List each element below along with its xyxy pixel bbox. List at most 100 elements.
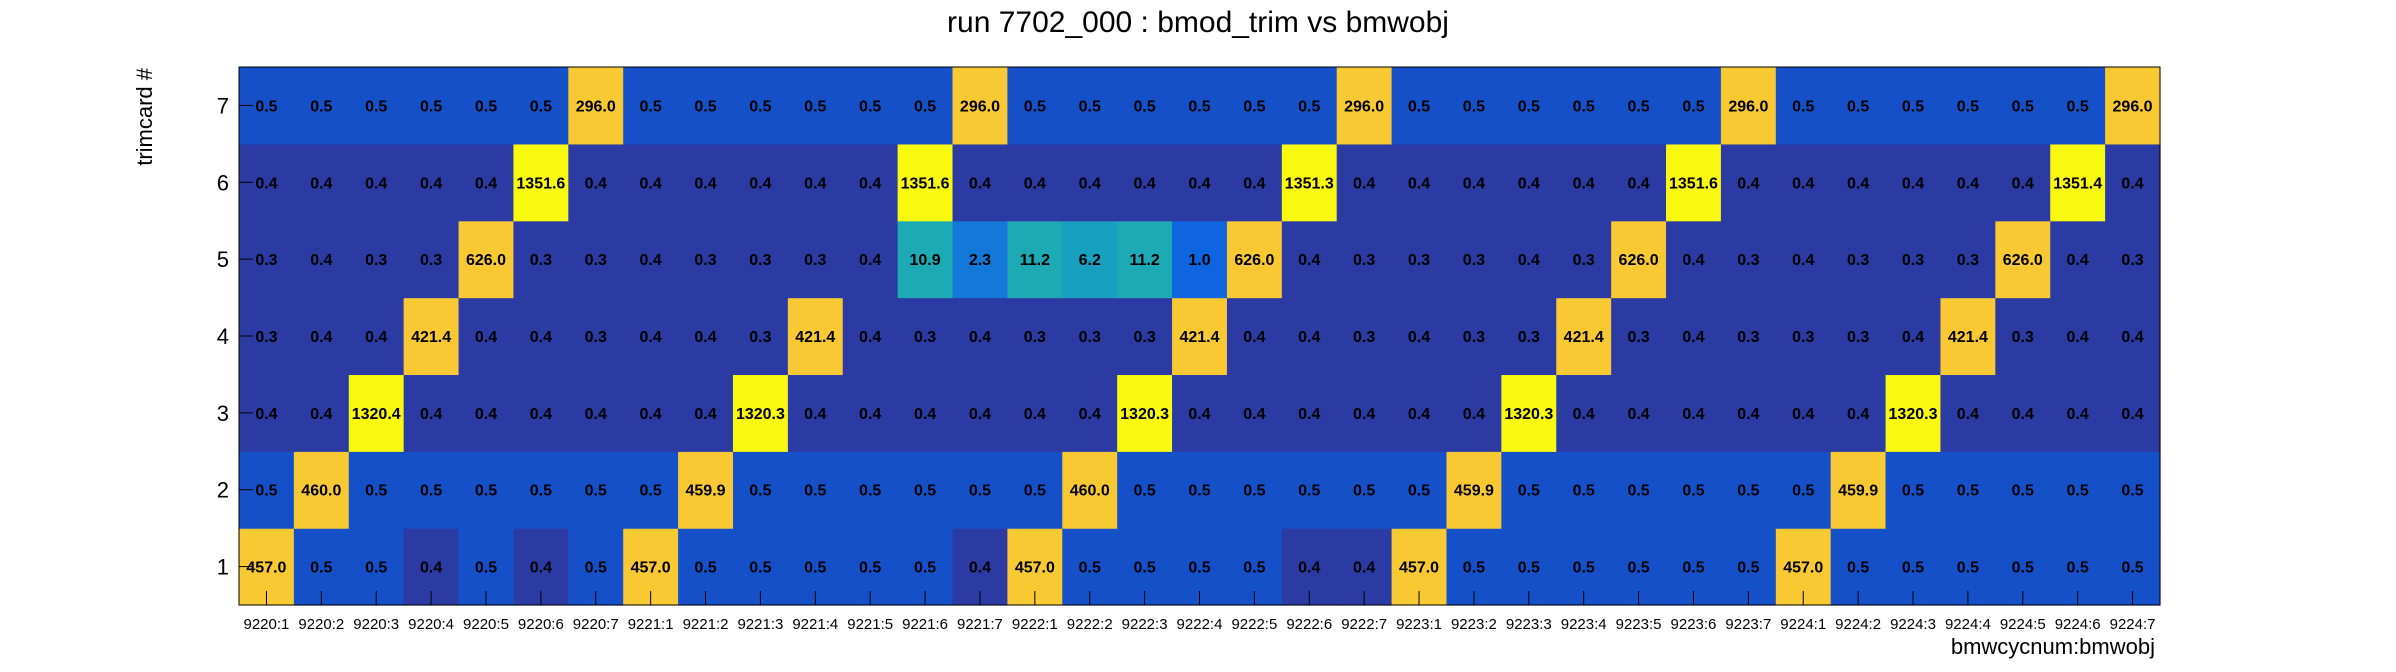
cell-value-label: 0.5	[475, 560, 497, 577]
cell-value-label: 0.5	[2121, 483, 2143, 500]
cell-value-label: 0.5	[1847, 560, 1869, 577]
cell-value-label: 0.5	[255, 483, 277, 500]
cell-value-label: 0.4	[1298, 560, 1320, 577]
cell-value-label: 0.5	[2067, 560, 2089, 577]
x-tick-label: 9222:7	[1341, 616, 1387, 633]
cell-value-label: 296.0	[1728, 98, 1768, 115]
cell-labels: 457.0 0.5 0.5 0.4 0.5 0.4 0.5 457.0 0.5 0.5 0.5 0.5…	[246, 98, 2152, 576]
cell-value-label: 0.3	[1847, 252, 1869, 269]
heatmap-cell	[1172, 143, 1228, 222]
cell-value-label: 0.4	[1408, 175, 1430, 192]
heatmap-cell	[513, 67, 569, 145]
cell-value-label: 0.5	[1133, 98, 1155, 115]
heatmap-cell	[1885, 67, 1942, 145]
cell-value-label: 0.4	[585, 406, 607, 423]
heatmap-cell	[348, 220, 405, 299]
cell-value-label: 0.4	[2067, 252, 2089, 269]
cell-value-label: 11.2	[1020, 252, 1050, 269]
heatmap-cell	[1336, 220, 1393, 299]
heatmap-cell	[1501, 143, 1557, 222]
cell-value-label: 1351.4	[2053, 175, 2102, 192]
heatmap-cell	[2050, 374, 2106, 452]
cell-value-label: 0.4	[804, 406, 826, 423]
heatmap-cell	[678, 451, 734, 529]
cell-value-label: 1351.6	[901, 175, 950, 192]
cell-value-label: 0.5	[969, 483, 991, 500]
heatmap-cell	[1720, 143, 1777, 222]
cell-value-label: 0.3	[1957, 252, 1979, 269]
x-tick-label: 9223:5	[1616, 616, 1662, 633]
cell-value-label: 0.4	[1298, 252, 1320, 269]
cell-value-label: 626.0	[1619, 252, 1659, 269]
cell-value-label: 0.5	[1737, 560, 1759, 577]
cell-value-label: 1.0	[1188, 252, 1210, 269]
x-tick-label: 9220:3	[353, 616, 399, 633]
heatmap-cell	[1336, 451, 1393, 529]
heatmap-cell	[1391, 67, 1448, 145]
cell-value-label: 0.4	[1243, 175, 1265, 192]
heatmap-cell	[952, 451, 1008, 529]
cell-value-label: 0.4	[1353, 560, 1375, 577]
heatmap-cell	[458, 374, 515, 452]
cell-value-label: 0.5	[1243, 560, 1265, 577]
cell-value-label: 0.4	[859, 406, 881, 423]
heatmap-cell	[1391, 297, 1448, 376]
heatmap-cell	[732, 143, 789, 222]
cell-value-label: 0.4	[1627, 406, 1649, 423]
cell-value-label: 457.0	[631, 560, 671, 577]
heatmap-cell	[1611, 143, 1667, 222]
cell-value-label: 0.5	[1298, 98, 1320, 115]
heatmap-cell	[1062, 143, 1118, 222]
cell-value-label: 0.5	[365, 560, 387, 577]
heatmap-cell	[1611, 220, 1667, 299]
heatmap-cell	[1556, 297, 1612, 376]
cell-value-label: 0.5	[1079, 560, 1101, 577]
heatmap-cell	[403, 451, 460, 529]
x-tick-label: 9222:4	[1177, 616, 1223, 633]
cell-value-label: 0.3	[1737, 329, 1759, 346]
heatmap-cell	[1995, 67, 2051, 145]
cell-value-label: 0.3	[1792, 329, 1814, 346]
heatmap-cell	[1446, 143, 1502, 222]
cell-value-label: 0.5	[859, 560, 881, 577]
heatmap-cell	[952, 143, 1008, 222]
cell-value-label: 0.5	[1243, 483, 1265, 500]
cell-value-label: 0.4	[1792, 175, 1814, 192]
cell-value-label: 0.5	[1463, 98, 1485, 115]
heatmap-cell	[2050, 67, 2106, 145]
cell-value-label: 0.4	[1847, 406, 1869, 423]
heatmap-cell	[1940, 374, 1996, 452]
cell-value-label: 457.0	[1015, 560, 1055, 577]
heatmap-cell	[513, 374, 569, 452]
cell-value-label: 0.3	[585, 252, 607, 269]
cell-value-label: 457.0	[246, 560, 286, 577]
heatmap-cell	[842, 374, 899, 452]
y-tick-label: 7	[217, 93, 229, 118]
y-axis-title: trimcard #	[132, 67, 157, 166]
x-tick-label: 9222:1	[1012, 616, 1058, 633]
heatmap-cell	[1446, 374, 1502, 452]
x-tick-label: 9221:3	[737, 616, 783, 633]
x-axis-title: bmwcycnum:bmwobj	[1951, 634, 2155, 659]
heatmap-cell	[348, 297, 405, 376]
heatmap-cell	[1556, 374, 1612, 452]
heatmap-cell	[897, 220, 954, 299]
heatmap-cell	[1940, 220, 1996, 299]
heatmap-cell	[623, 67, 679, 145]
cell-value-label: 0.3	[1737, 252, 1759, 269]
heatmap-cell	[1226, 220, 1283, 299]
cell-value-label: 0.4	[1133, 175, 1155, 192]
cell-value-label: 0.4	[1463, 175, 1485, 192]
cell-value-label: 0.5	[1188, 483, 1210, 500]
cell-value-label: 0.4	[859, 252, 881, 269]
heatmap-cell	[513, 297, 569, 376]
heatmap-cell	[1007, 374, 1063, 452]
cell-value-label: 0.5	[859, 98, 881, 115]
cell-value-label: 0.4	[310, 406, 332, 423]
cell-value-label: 0.4	[640, 175, 662, 192]
heatmap-cell	[1117, 143, 1173, 222]
heatmap-cell	[1940, 297, 1996, 376]
cell-value-label: 0.5	[1188, 560, 1210, 577]
heatmap-cell	[1830, 451, 1887, 529]
cell-value-label: 0.4	[694, 329, 716, 346]
